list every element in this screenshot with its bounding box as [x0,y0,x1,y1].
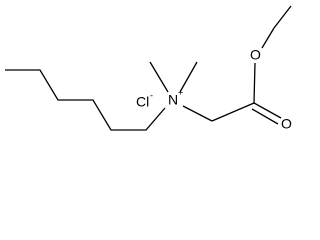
methyl-bond [149,61,169,93]
structure-diagram: N + Cl - O O [5,5,292,132]
ethyl-bond [273,5,292,29]
ethyl-bond [261,27,275,49]
atom-label: O [250,47,261,63]
hexyl-chain [5,69,166,131]
atom-label: Cl [136,94,149,110]
methyl-bond [179,61,198,93]
charge: - [150,90,153,100]
double-bond [253,102,282,119]
ch2-bond [182,105,213,122]
charge: + [178,87,183,97]
atom-label: N [168,92,178,108]
ester-bond [253,62,256,104]
atom-label: O [281,116,292,132]
ch2-bond [211,102,255,122]
double-bond [251,108,279,125]
